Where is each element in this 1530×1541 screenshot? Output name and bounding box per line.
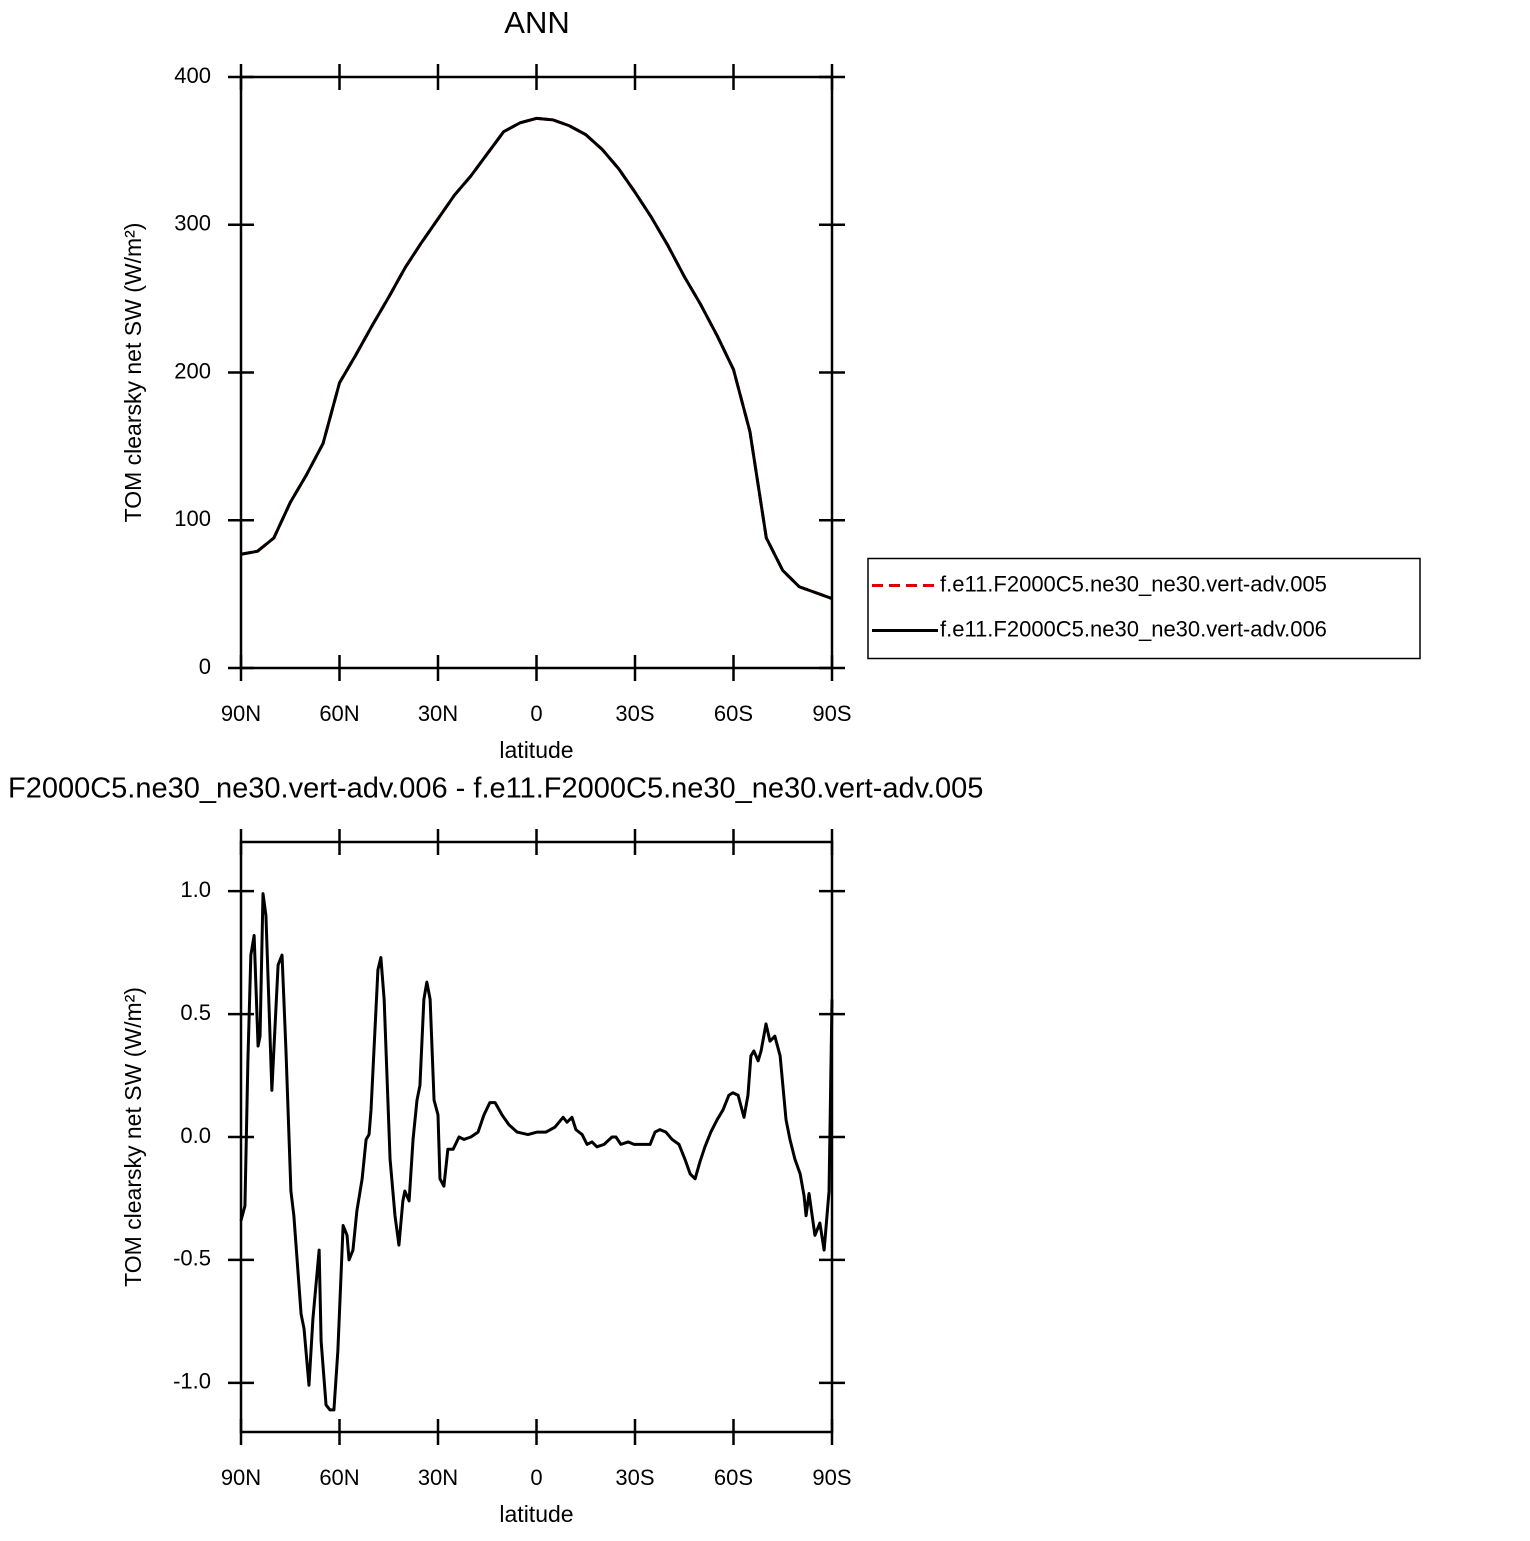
panel: F2000C5.ne30_ne30.vert-adv.006 - f.e11.F… (8, 773, 983, 1527)
y-tick-label: 0 (199, 654, 211, 679)
x-tick-label: 90N (221, 1465, 261, 1490)
x-tick-label: 90S (812, 1465, 851, 1490)
data-line (240, 116, 833, 600)
x-tick-label: 60S (714, 701, 753, 726)
y-tick-label: 0.0 (180, 1123, 211, 1148)
y-axis-label: TOM clearsky net SW (W/m²) (120, 223, 146, 523)
x-tick-label: 30N (418, 1465, 458, 1490)
y-tick-label: 1.0 (180, 877, 211, 902)
y-tick-label: 200 (174, 358, 211, 383)
panel: ANN TOM clearsky net SW (W/m²) latitude 0 10… (120, 5, 1421, 763)
x-tick-label: 60N (319, 701, 359, 726)
x-tick-label: 60S (714, 1465, 753, 1490)
chart-title: ANN (504, 5, 569, 40)
x-tick-label: 60N (319, 1465, 359, 1490)
x-tick-label: 90N (221, 701, 261, 726)
y-tick-label: 0.5 (180, 1000, 211, 1025)
legend-label: f.e11.F2000C5.ne30_ne30.vert-adv.006 (940, 616, 1327, 641)
x-tick-label: 0 (530, 701, 542, 726)
x-tick-label: 90S (812, 701, 851, 726)
plot-frame (239, 840, 834, 1434)
y-tick-label: 100 (174, 506, 211, 531)
y-tick-label: -1.0 (173, 1369, 211, 1394)
y-tick-label: 400 (174, 63, 211, 88)
data-line (239, 892, 834, 1412)
x-tick-label: 30S (615, 1465, 654, 1490)
legend-box (867, 557, 1421, 660)
x-tick-label: 30N (418, 701, 458, 726)
chart-title: F2000C5.ne30_ne30.vert-adv.006 - f.e11.F… (8, 773, 983, 805)
x-axis-label: latitude (499, 737, 573, 763)
plot-frame (239, 75, 834, 670)
data-line (240, 116, 833, 600)
y-axis-label: TOM clearsky net SW (W/m²) (120, 987, 146, 1287)
y-tick-label: 300 (174, 211, 211, 236)
x-tick-label: 30S (615, 701, 654, 726)
legend-label: f.e11.F2000C5.ne30_ne30.vert-adv.005 (940, 571, 1327, 596)
x-axis-label: latitude (499, 1501, 573, 1527)
y-tick-label: -0.5 (173, 1246, 211, 1271)
x-tick-label: 0 (530, 1465, 542, 1490)
